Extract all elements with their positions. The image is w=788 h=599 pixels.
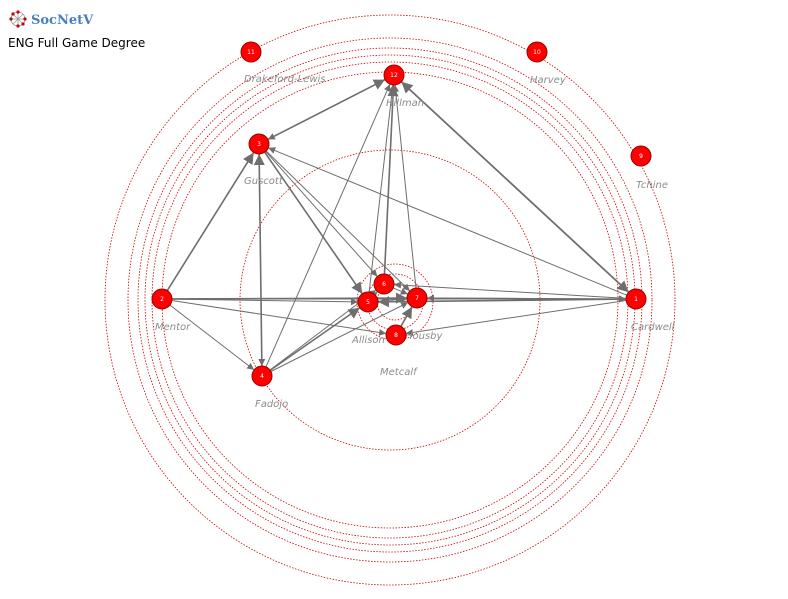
node-11[interactable]: 11 Drakeford-Lewis (240, 41, 325, 85)
node-label: Metcalf (380, 367, 418, 378)
node-circle[interactable] (385, 324, 407, 346)
node-circle[interactable] (406, 287, 428, 309)
node-1[interactable]: 1 Cardwell (625, 288, 675, 333)
node-circle[interactable] (373, 273, 395, 295)
edge-4-7 (270, 302, 409, 372)
node-4[interactable]: 4 Fadojo (251, 365, 288, 410)
node-circle[interactable] (630, 145, 652, 167)
edge-2-3 (166, 152, 255, 291)
node-number: 7 (415, 295, 419, 302)
edge-2-8 (171, 300, 387, 336)
node-label: Cardwell (631, 322, 675, 333)
node-label: Guscott (244, 176, 284, 187)
edge-8-7 (400, 306, 413, 327)
node-label: Allison (351, 335, 385, 346)
node-label: Tchine (636, 180, 668, 191)
edge-layer (166, 78, 630, 372)
node-circle[interactable] (357, 291, 379, 313)
node-number: 9 (639, 153, 643, 160)
node-circle[interactable] (625, 288, 647, 310)
node-number: 12 (390, 72, 398, 79)
node-3[interactable]: 3 Guscott (244, 133, 284, 187)
node-6[interactable]: 6 (373, 273, 395, 295)
node-label: Fadojo (255, 399, 288, 410)
node-9[interactable]: 9 Tchine (630, 145, 668, 191)
node-number: 3 (257, 141, 261, 148)
network-title: ENG Full Game Degree (8, 36, 145, 50)
node-number: 1 (634, 296, 638, 303)
network-logo-icon (9, 10, 27, 28)
node-layer: 1 Cardwell 2 Mentor 3 Guscott 4 Fadojo 5 Allison 6… (151, 41, 675, 410)
node-7[interactable]: 7 Housby (405, 287, 444, 342)
node-label: Drakeford-Lewis (244, 74, 325, 85)
node-number: 8 (394, 332, 398, 339)
node-10[interactable]: 10 Harvey (526, 41, 567, 86)
edge-12-3 (267, 79, 386, 140)
edge-3-7 (265, 150, 411, 292)
edge-7-1 (426, 295, 627, 303)
node-circle[interactable] (383, 64, 405, 86)
node-label: Hillman (386, 98, 424, 109)
edge-5-12 (368, 84, 396, 293)
node-12[interactable]: 12 Hillman (383, 64, 424, 109)
edge-1-6 (393, 281, 627, 299)
node-circle[interactable] (251, 365, 273, 387)
centrality-ring (127, 37, 653, 563)
node-number: 2 (160, 296, 164, 303)
edge-1-3 (268, 147, 627, 296)
edge-4-3 (253, 153, 265, 367)
node-circle[interactable] (151, 288, 173, 310)
edge-3-5 (264, 151, 363, 295)
node-label: Housby (405, 331, 444, 342)
app-name: SocNetV (31, 13, 94, 28)
app-logo: SocNetV (9, 10, 94, 28)
node-label: Harvey (530, 75, 567, 86)
node-number: 10 (533, 49, 541, 56)
edge-5-7 (377, 295, 408, 303)
node-label: Mentor (155, 322, 191, 333)
node-number: 5 (366, 299, 370, 306)
edge-1-8 (405, 299, 627, 336)
node-number: 11 (247, 49, 255, 56)
node-8[interactable]: 8 Metcalf (380, 324, 418, 378)
edge-5-6 (370, 291, 378, 300)
edge-4-12 (265, 83, 391, 368)
edge-6-12 (383, 84, 399, 275)
edge-2-4 (169, 304, 255, 371)
edge-7-12 (392, 84, 417, 289)
node-2[interactable]: 2 Mentor (151, 288, 191, 333)
edge-4-5 (269, 307, 361, 371)
node-circle[interactable] (526, 41, 548, 63)
node-number: 6 (382, 281, 386, 288)
node-number: 4 (260, 373, 264, 380)
centrality-ring (104, 14, 676, 586)
edge-6-7 (393, 287, 408, 295)
node-circle[interactable] (248, 133, 270, 155)
edge-3-6 (265, 151, 378, 277)
node-5[interactable]: 5 Allison (351, 291, 385, 346)
node-circle[interactable] (240, 41, 262, 63)
edge-12-1 (400, 81, 630, 293)
